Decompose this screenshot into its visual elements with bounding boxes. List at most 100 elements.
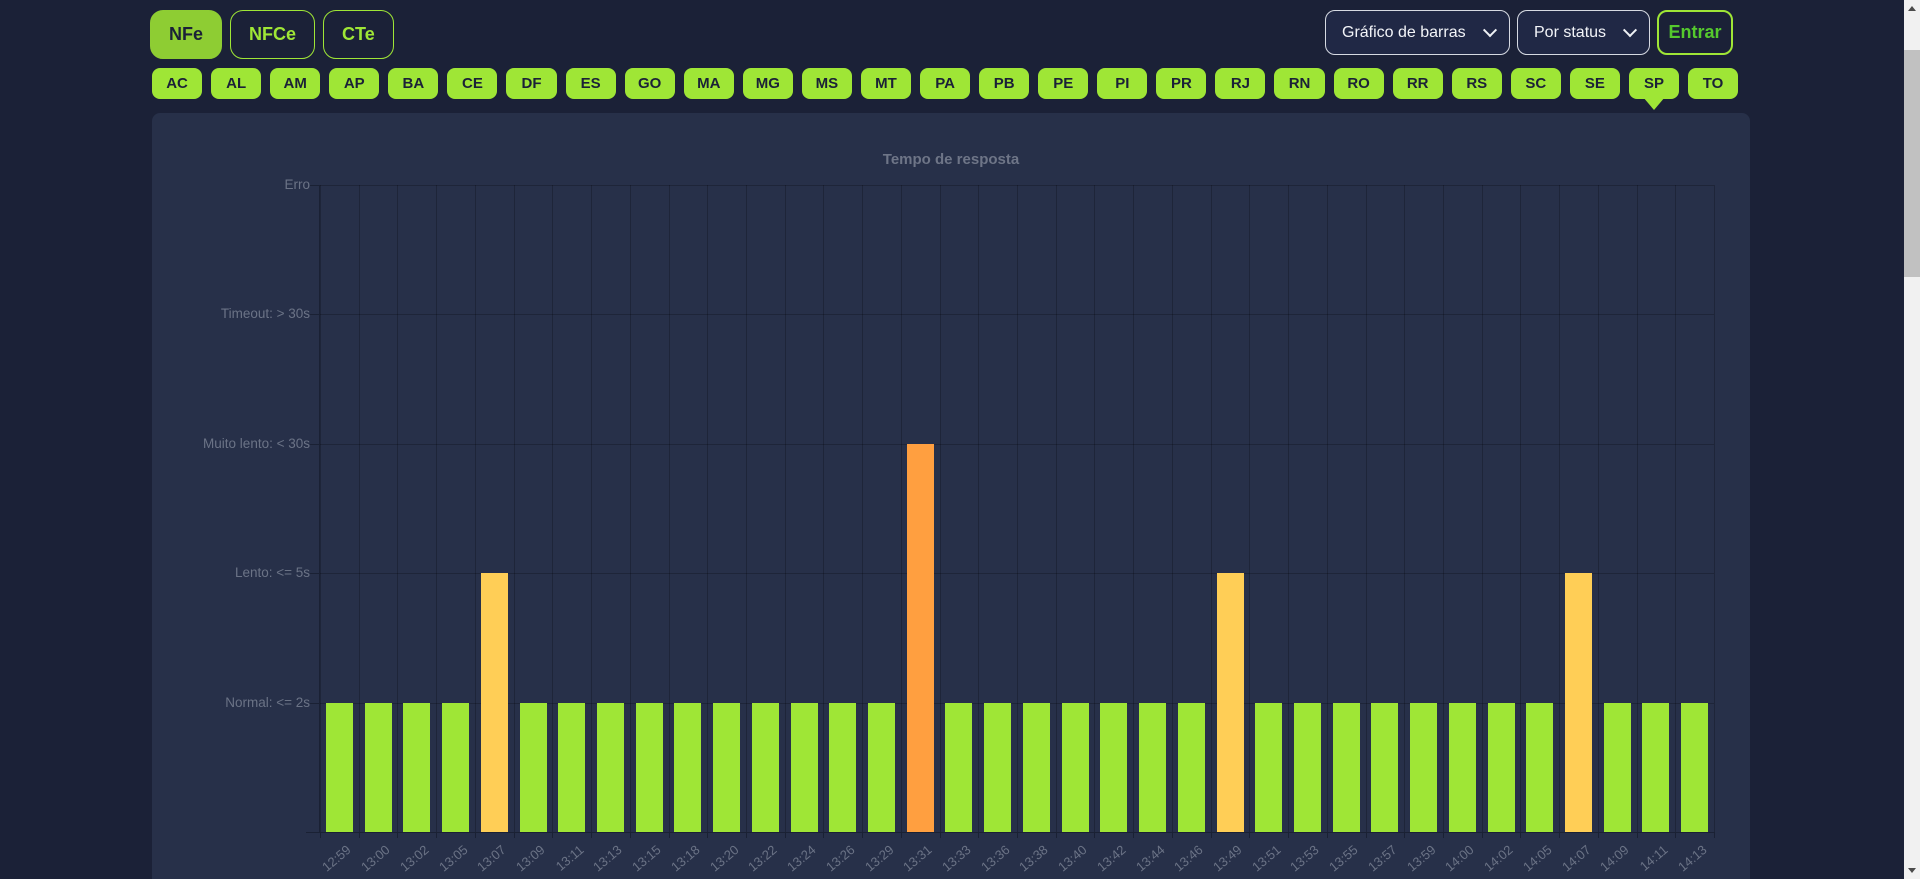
bar-1349-lento[interactable] bbox=[1216, 573, 1244, 832]
bar-1400-normal[interactable] bbox=[1448, 702, 1476, 832]
bar-1344-normal[interactable] bbox=[1139, 702, 1166, 832]
bar-1320-normal[interactable] bbox=[713, 702, 741, 832]
state-button-se[interactable]: SE bbox=[1569, 68, 1620, 99]
bar-1333-normal[interactable] bbox=[945, 702, 973, 832]
state-button-ba[interactable]: BA bbox=[388, 68, 439, 99]
state-button-to[interactable]: TO bbox=[1688, 68, 1739, 99]
state-button-rs[interactable]: RS bbox=[1451, 68, 1502, 99]
bar-1309-normal[interactable] bbox=[519, 702, 547, 832]
x-axis-label: 13:57 bbox=[1364, 842, 1400, 875]
state-button-pb[interactable]: PB bbox=[979, 68, 1030, 99]
state-button-al[interactable]: AL bbox=[211, 68, 262, 99]
group-by-select-value: Por status bbox=[1534, 23, 1607, 41]
state-button-rj[interactable]: RJ bbox=[1215, 68, 1266, 99]
state-button-rr[interactable]: RR bbox=[1392, 68, 1443, 99]
bar-1409-normal[interactable] bbox=[1603, 702, 1631, 832]
bar-1300-normal[interactable] bbox=[364, 702, 392, 832]
gridline-vertical bbox=[939, 185, 941, 832]
bar-1329-normal[interactable] bbox=[868, 702, 895, 832]
x-tick bbox=[1094, 832, 1096, 838]
bar-1359-normal[interactable] bbox=[1410, 702, 1438, 832]
x-tick bbox=[862, 832, 864, 838]
bar-1322-normal[interactable] bbox=[751, 702, 779, 832]
bar-1315-normal[interactable] bbox=[635, 702, 663, 832]
bar-1302-normal[interactable] bbox=[403, 702, 431, 832]
gridline-vertical bbox=[1326, 185, 1328, 832]
state-button-pr[interactable]: PR bbox=[1156, 68, 1207, 99]
x-tick bbox=[1133, 832, 1135, 838]
x-tick bbox=[397, 832, 399, 838]
bar-1326-normal[interactable] bbox=[829, 702, 857, 832]
bar-1407-lento[interactable] bbox=[1565, 573, 1592, 832]
tab-nfe[interactable]: NFe bbox=[150, 10, 223, 59]
y-axis-labels: Erro Timeout: > 30s Muito lento: < 30s Lent… bbox=[152, 177, 310, 832]
bar-1402-normal[interactable] bbox=[1487, 702, 1515, 832]
x-tick bbox=[668, 832, 670, 838]
scroll-down-arrow-icon[interactable] bbox=[1904, 862, 1920, 879]
state-buttons-row: AC AL AM AP BA CE DF ES GO MA MG MS MT PA PB PE PI PR RJ RN… bbox=[152, 68, 1739, 99]
bar-1413-normal[interactable] bbox=[1681, 702, 1709, 832]
state-button-mt[interactable]: MT bbox=[860, 68, 912, 99]
x-tick bbox=[552, 832, 554, 838]
state-button-ac[interactable]: AC bbox=[152, 68, 203, 99]
state-button-go[interactable]: GO bbox=[624, 68, 675, 99]
bar-1313-normal[interactable] bbox=[596, 702, 624, 832]
state-button-rn[interactable]: RN bbox=[1274, 68, 1325, 99]
bar-1305-normal[interactable] bbox=[442, 702, 469, 832]
tab-cte[interactable]: CTe bbox=[323, 10, 394, 59]
state-button-ms[interactable]: MS bbox=[801, 68, 852, 99]
gridline-vertical bbox=[784, 185, 786, 832]
state-button-pi[interactable]: PI bbox=[1097, 68, 1148, 99]
bar-1318-normal[interactable] bbox=[674, 702, 702, 832]
bar-1346-normal[interactable] bbox=[1177, 702, 1205, 832]
state-button-mg[interactable]: MG bbox=[742, 68, 793, 99]
bar-1331-muito_lento[interactable] bbox=[906, 443, 934, 832]
bar-1355-normal[interactable] bbox=[1332, 702, 1360, 832]
bar-1353-normal[interactable] bbox=[1293, 702, 1321, 832]
bar-1307-lento[interactable] bbox=[480, 573, 508, 832]
group-by-select[interactable]: Por status bbox=[1517, 10, 1650, 55]
bar-1357-normal[interactable] bbox=[1371, 702, 1399, 832]
scrollbar[interactable] bbox=[1904, 0, 1920, 879]
gridline-vertical bbox=[1210, 185, 1212, 832]
state-button-sp[interactable]: SP bbox=[1628, 68, 1680, 99]
bar-1342-normal[interactable] bbox=[1100, 702, 1128, 832]
login-button[interactable]: Entrar bbox=[1657, 10, 1733, 55]
scroll-up-arrow-icon[interactable] bbox=[1904, 0, 1920, 17]
bar-1324-normal[interactable] bbox=[790, 702, 818, 832]
bar-1340-normal[interactable] bbox=[1061, 702, 1089, 832]
state-button-sc[interactable]: SC bbox=[1510, 68, 1561, 99]
x-axis-label: 13:13 bbox=[590, 842, 626, 875]
state-button-ap[interactable]: AP bbox=[329, 68, 380, 99]
state-button-pe[interactable]: PE bbox=[1038, 68, 1089, 99]
x-tick bbox=[629, 832, 631, 838]
x-axis-label: 13:11 bbox=[552, 842, 587, 874]
bar-1311-normal[interactable] bbox=[558, 702, 586, 832]
bar-1405-normal[interactable] bbox=[1526, 702, 1554, 832]
header-controls: Gráfico de barras Por status Entrar bbox=[1325, 10, 1733, 55]
chart-type-select[interactable]: Gráfico de barras bbox=[1325, 10, 1510, 55]
bar-1338-normal[interactable] bbox=[1022, 702, 1050, 832]
gridline-vertical bbox=[1365, 185, 1367, 832]
tab-nfce[interactable]: NFCe bbox=[230, 10, 316, 59]
state-button-ce[interactable]: CE bbox=[447, 68, 498, 99]
x-tick bbox=[745, 832, 747, 838]
x-axis-label: 12:59 bbox=[319, 842, 355, 875]
state-button-ro[interactable]: RO bbox=[1333, 68, 1384, 99]
state-button-am[interactable]: AM bbox=[270, 68, 321, 99]
chevron-down-icon bbox=[1622, 22, 1638, 37]
x-axis-label: 13:38 bbox=[1016, 842, 1052, 875]
state-button-ma[interactable]: MA bbox=[683, 68, 734, 99]
gridline-vertical bbox=[552, 185, 554, 832]
scrollbar-thumb[interactable] bbox=[1904, 50, 1920, 277]
gridline-5 bbox=[320, 185, 1714, 186]
bar-1351-normal[interactable] bbox=[1255, 702, 1283, 832]
state-button-es[interactable]: ES bbox=[565, 68, 616, 99]
bar-1411-normal[interactable] bbox=[1642, 702, 1670, 832]
gridline-vertical bbox=[745, 185, 747, 832]
state-button-df[interactable]: DF bbox=[506, 68, 557, 99]
state-button-pa[interactable]: PA bbox=[920, 68, 971, 99]
bar-1336-normal[interactable] bbox=[984, 702, 1012, 832]
x-axis-label: 13:00 bbox=[358, 842, 393, 875]
bar-1259-normal[interactable] bbox=[325, 702, 353, 832]
